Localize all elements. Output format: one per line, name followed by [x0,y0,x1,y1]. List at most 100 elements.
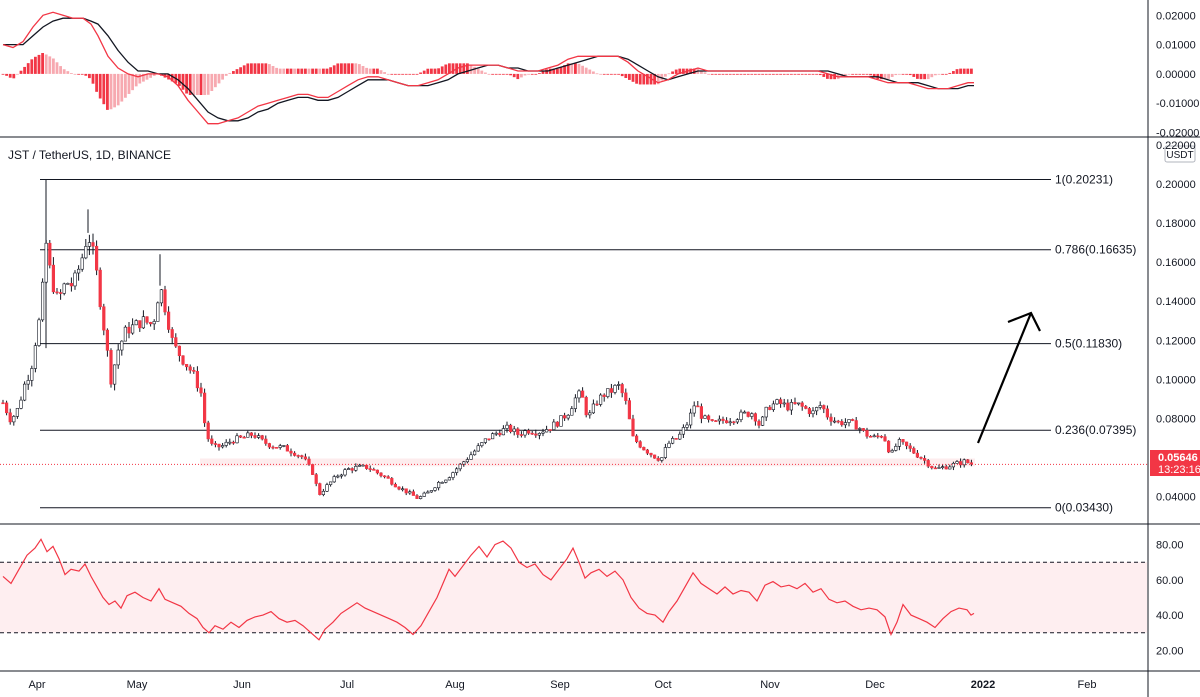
candle-up [541,431,545,434]
macd-histogram-bar [347,63,350,74]
macd-histogram-bar [422,70,426,74]
macd-histogram-bar [415,73,419,75]
time-axis-ticks: Apr May Jun Jul Aug Sep Oct Nov Dec 2022 Feb [28,679,1096,691]
macd-histogram-bar [660,73,664,81]
candle-down [364,464,369,469]
candle-down [289,450,293,454]
macd-histogram-bar [278,68,282,74]
candle-down [69,283,73,287]
candle-up [962,459,966,466]
macd-histogram-bar [448,63,451,74]
macd-histogram-bar [620,73,624,77]
macd-histogram-bar [451,63,455,74]
macd-histogram-bar [120,73,124,102]
macd-histogram-bar [480,70,484,74]
macd-histogram-bar [566,63,570,74]
macd-histogram-bar [721,73,725,75]
candle-down [267,443,272,448]
candle-up [332,476,336,483]
macd-histogram-bar [952,71,955,74]
candle-up [33,345,37,369]
macd-histogram-bar [8,73,12,78]
macd-histogram-bar [786,73,790,75]
macd-histogram-bar [300,68,304,74]
candle-up [134,320,138,326]
fib-level-label: 0.236(0.07395) [1055,423,1136,437]
candle-up [796,402,801,405]
candle-up [588,412,592,416]
macd-histogram-bar [692,68,696,74]
macd-histogram-bar [937,73,941,75]
macd-histogram-bar [322,68,325,74]
arrow-head-icon [1007,311,1041,332]
macd-histogram-bar [556,68,559,74]
macd-histogram-bar [1,73,5,75]
macd-histogram-bar [509,73,512,76]
time-tick-label: 2022 [971,679,995,691]
macd-histogram-bar [77,73,80,75]
macd-histogram-bar [214,73,217,88]
candle-down [624,392,628,401]
candle-down [127,326,131,334]
macd-histogram-bar [235,69,239,74]
macd-histogram-bar [538,73,541,74]
macd-histogram-bar [757,73,761,75]
time-tick-label: Oct [654,679,671,691]
candle-up [80,257,84,270]
unit-badge[interactable] [1164,145,1196,163]
candle-down [174,337,178,347]
candle-up [948,466,952,470]
candle-up [501,428,506,436]
macd-histogram-bar [469,64,473,74]
macd-histogram-bar [653,73,656,85]
macd-histogram-bar [437,68,440,74]
macd-histogram-bar [728,73,732,75]
candle-down [721,418,725,421]
macd-histogram-bar [574,63,577,74]
macd-histogram-bar [599,73,602,75]
candle-down [5,402,9,414]
macd-histogram-bar [293,68,296,74]
candle-down [919,456,923,459]
macd-histogram-bar [484,72,487,74]
candle-up [156,302,160,322]
candle-up [872,435,876,438]
candle-down [379,472,383,477]
candle-up [325,484,329,492]
candle-up [278,445,282,448]
macd-histogram-bar [642,73,646,85]
candle-down [746,411,750,417]
candle-up [750,413,754,417]
candle-up [771,403,775,410]
candle-down [98,269,102,308]
candle-down [300,455,304,458]
macd-histogram-bar [80,73,84,75]
candle-up [577,390,581,399]
candle-up [858,428,862,430]
macd-histogram-bar [426,68,430,74]
macd-histogram-bar [404,73,408,75]
macd-histogram-bar [372,68,376,74]
candle-down [836,420,840,423]
macd-histogram-bar [379,70,383,74]
macd-histogram-bar [523,73,527,76]
macd-histogram-bar [552,68,556,74]
candle-down [390,478,394,485]
candle-up [400,488,405,491]
candle-down [548,429,552,431]
macd-histogram-bar [887,73,890,79]
macd-histogram-bar [790,73,793,75]
macd-histogram-bar [890,73,894,77]
candle-up [40,281,45,321]
candles [1,179,973,500]
candle-down [652,454,657,459]
candle-up [346,468,351,471]
macd-tick-label: 0.00000 [1156,69,1196,81]
candle-down [861,428,865,431]
projection-arrow[interactable] [976,312,1033,444]
candle-down [915,452,919,458]
candle-down [868,435,873,438]
candle-up [462,461,466,465]
macd-histogram-bar [66,71,70,74]
